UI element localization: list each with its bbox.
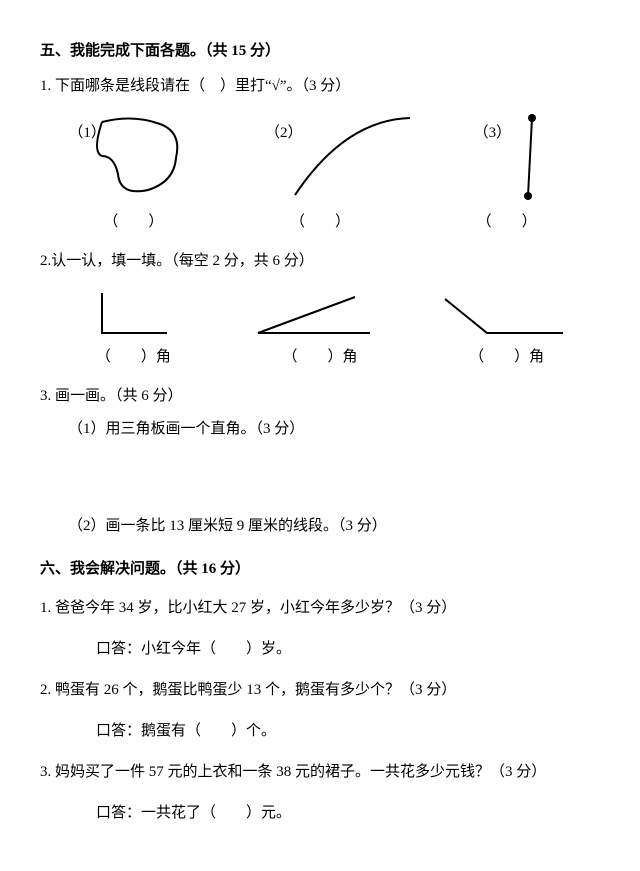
figure-2-container: （2） bbox=[275, 110, 425, 205]
figure-1-container: （1） bbox=[78, 110, 198, 205]
q5-1-figures: （1） （2） （3） bbox=[40, 110, 600, 205]
acute-angle-icon bbox=[240, 285, 380, 340]
figure-3-container: （3） bbox=[502, 110, 562, 205]
figure-3-label: （3） bbox=[474, 120, 512, 147]
q5-3-sub1: （1）用三角板画一个直角。（3 分） bbox=[40, 416, 600, 443]
paren-slot-2[interactable]: （ ） bbox=[260, 209, 380, 236]
q5-2-answer-row: （ ）角 （ ）角 （ ）角 bbox=[40, 344, 600, 371]
section6-title: 六、我会解决问题。（共 16 分） bbox=[40, 556, 600, 583]
angle-label-2[interactable]: （ ）角 bbox=[260, 344, 380, 371]
section5-title: 五、我能完成下面各题。（共 15 分） bbox=[40, 38, 600, 65]
q6-1-text: 1. 爸爸今年 34 岁，比小红大 27 岁，小红今年多少岁？（3 分） bbox=[40, 595, 600, 622]
q5-1-answer-row: （ ） （ ） （ ） bbox=[40, 209, 600, 236]
right-angle-icon bbox=[67, 285, 187, 340]
q5-3-sub2: （2）画一条比 13 厘米短 9 厘米的线段。（3 分） bbox=[40, 513, 600, 540]
q5-2-text: 2.认一认，填一填。（每空 2 分，共 6 分） bbox=[40, 248, 600, 275]
angle-label-3[interactable]: （ ）角 bbox=[447, 344, 567, 371]
angle-label-1[interactable]: （ ）角 bbox=[73, 344, 193, 371]
q5-3-text: 3. 画一画。（共 6 分） bbox=[40, 383, 600, 410]
figure-2-label: （2） bbox=[265, 120, 303, 147]
q6-2-answer[interactable]: 口答：鹅蛋有（ ）个。 bbox=[96, 718, 600, 745]
q6-3-text: 3. 妈妈买了一件 57 元的上衣和一条 38 元的裙子。一共花多少元钱？（3 … bbox=[40, 759, 600, 786]
obtuse-angle-icon bbox=[433, 285, 573, 340]
q5-1-text: 1. 下面哪条是线段请在（ ）里打“√”。（3 分） bbox=[40, 73, 600, 100]
figure-1-label: （1） bbox=[68, 120, 106, 147]
q6-3-answer[interactable]: 口答：一共花了（ ）元。 bbox=[96, 800, 600, 827]
q6-1-answer[interactable]: 口答：小红今年（ ）岁。 bbox=[96, 636, 600, 663]
q5-2-figures bbox=[40, 285, 600, 340]
q6-2-text: 2. 鸭蛋有 26 个，鹅蛋比鸭蛋少 13 个，鹅蛋有多少个？（3 分） bbox=[40, 677, 600, 704]
paren-slot-3[interactable]: （ ） bbox=[447, 209, 567, 236]
paren-slot-1[interactable]: （ ） bbox=[73, 209, 193, 236]
